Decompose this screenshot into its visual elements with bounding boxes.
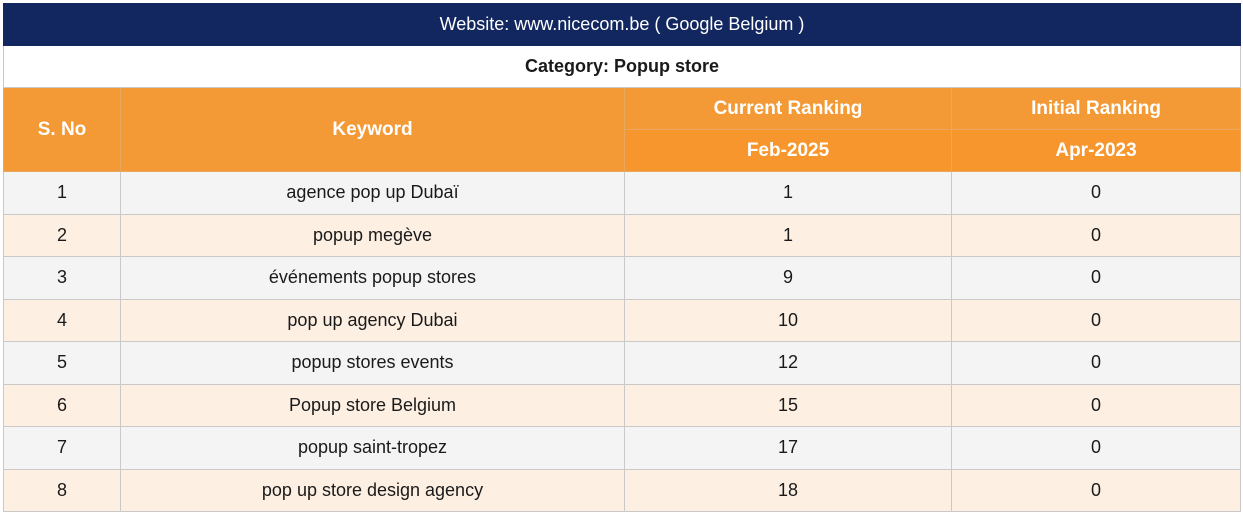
col-header-keyword: Keyword (120, 87, 625, 172)
cell-initial-ranking: 0 (950, 426, 1242, 470)
cell-current-ranking: 17 (624, 426, 952, 470)
cell-keyword: événements popup stores (120, 256, 625, 300)
cell-initial-ranking: 0 (950, 468, 1242, 512)
report-title: Website: www.nicecom.be ( Google Belgium… (2, 3, 1242, 46)
table-row: 8 pop up store design agency 18 0 (3, 468, 1242, 512)
col-header-current-ranking: Current Ranking (624, 87, 952, 130)
cell-initial-ranking: 0 (950, 383, 1242, 427)
cell-initial-ranking: 0 (950, 213, 1242, 257)
cell-initial-ranking: 0 (950, 341, 1242, 385)
ranking-report: Website: www.nicecom.be ( Google Belgium… (2, 3, 1242, 512)
cell-current-ranking: 15 (624, 383, 952, 427)
cell-sno: 4 (3, 298, 121, 342)
cell-sno: 6 (3, 383, 121, 427)
cell-keyword: popup megève (120, 213, 625, 257)
cell-sno: 8 (3, 468, 121, 512)
cell-initial-ranking: 0 (950, 256, 1242, 300)
table-row: 1 agence pop up Dubaï 1 0 (3, 171, 1242, 215)
table-row: 2 popup megève 1 0 (3, 213, 1242, 257)
cell-initial-ranking: 0 (950, 298, 1242, 342)
ranking-table: Website: www.nicecom.be ( Google Belgium… (2, 3, 1242, 512)
cell-initial-ranking: 0 (950, 171, 1242, 215)
table-row: 7 popup saint-tropez 17 0 (3, 426, 1242, 470)
cell-current-ranking: 1 (624, 213, 952, 257)
cell-keyword: popup stores events (120, 341, 625, 385)
col-header-initial-ranking: Initial Ranking (950, 87, 1242, 130)
title-row: Website: www.nicecom.be ( Google Belgium… (2, 3, 1242, 46)
table-row: 5 popup stores events 12 0 (3, 341, 1242, 385)
table-body: 1 agence pop up Dubaï 1 0 2 popup megève… (3, 171, 1242, 512)
cell-current-ranking: 1 (624, 171, 952, 215)
header-date-row: Feb-2025 Apr-2023 (4, 129, 1242, 172)
cell-keyword: pop up store design agency (120, 468, 625, 512)
table-row: 6 Popup store Belgium 15 0 (3, 383, 1242, 427)
col-header-initial-date: Apr-2023 (950, 129, 1242, 172)
cell-keyword: popup saint-tropez (120, 426, 625, 470)
cell-current-ranking: 12 (624, 341, 952, 385)
cell-sno: 1 (3, 171, 121, 215)
col-header-current-date: Feb-2025 (624, 129, 952, 172)
table-row: 4 pop up agency Dubai 10 0 (3, 298, 1242, 342)
category-label: Category: Popup store (2, 45, 1242, 88)
col-header-sno: S. No (3, 87, 121, 172)
cell-current-ranking: 10 (624, 298, 952, 342)
table-row: 3 événements popup stores 9 0 (3, 256, 1242, 300)
category-row: Category: Popup store (2, 45, 1242, 88)
cell-sno: 5 (3, 341, 121, 385)
cell-keyword: Popup store Belgium (120, 383, 625, 427)
cell-sno: 3 (3, 256, 121, 300)
cell-keyword: agence pop up Dubaï (120, 171, 625, 215)
header-row: S. No Keyword Current Ranking Initial Ra… (3, 87, 1242, 172)
cell-current-ranking: 18 (624, 468, 952, 512)
cell-sno: 7 (3, 426, 121, 470)
cell-keyword: pop up agency Dubai (120, 298, 625, 342)
cell-sno: 2 (3, 213, 121, 257)
cell-current-ranking: 9 (624, 256, 952, 300)
